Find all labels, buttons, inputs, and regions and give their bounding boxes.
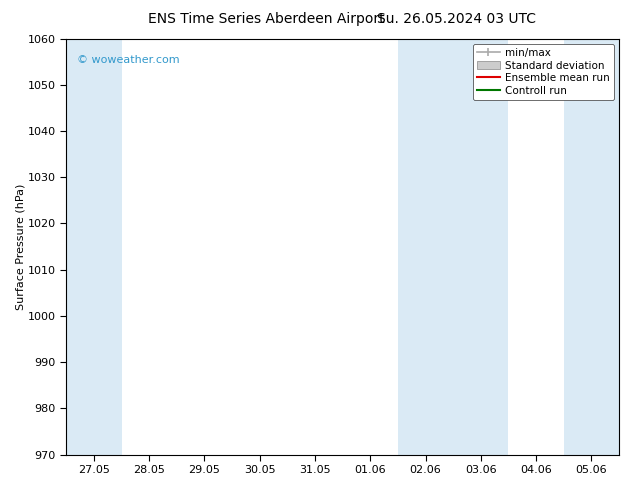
Text: ENS Time Series Aberdeen Airport: ENS Time Series Aberdeen Airport [148, 12, 385, 26]
Bar [398, 39, 508, 455]
Legend: min/max, Standard deviation, Ensemble mean run, Controll run: min/max, Standard deviation, Ensemble me… [472, 44, 614, 100]
Bar [564, 39, 634, 455]
Text: Su. 26.05.2024 03 UTC: Su. 26.05.2024 03 UTC [377, 12, 536, 26]
Bar [67, 39, 122, 455]
Y-axis label: Surface Pressure (hPa): Surface Pressure (hPa) [15, 183, 25, 310]
Text: © woweather.com: © woweather.com [77, 55, 180, 65]
